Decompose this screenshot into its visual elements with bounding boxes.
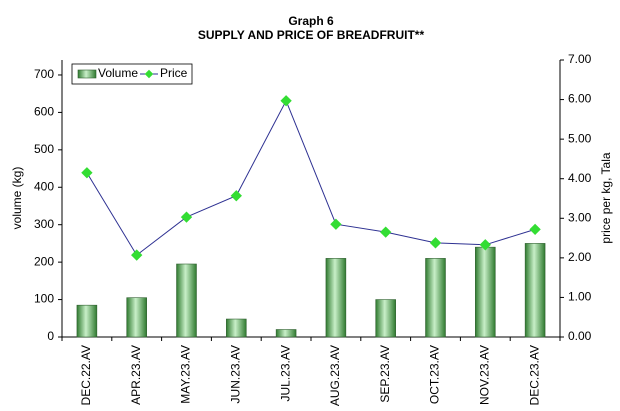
y-tick-label: 100	[34, 292, 54, 306]
bar	[275, 329, 297, 338]
y-tick-label: 200	[34, 254, 54, 268]
y2-tick-label: 6.00	[568, 92, 592, 106]
x-tick-label: NOV.23.AV	[477, 345, 491, 405]
bar	[475, 246, 496, 338]
bar	[76, 304, 98, 338]
bar	[524, 243, 546, 338]
x-tick-label: JUL.23.AV	[278, 345, 292, 401]
y2-tick-label: 7.00	[568, 52, 592, 66]
x-tick-label: AUG.23.AV	[328, 345, 342, 406]
y-tick-label: 700	[34, 67, 54, 81]
y2-tick-label: 1.00	[568, 290, 592, 304]
y-tick-label: 500	[34, 142, 54, 156]
chart-subtitle: SUPPLY AND PRICE OF BREADFRUIT**	[198, 28, 425, 42]
bar	[226, 318, 247, 338]
bar	[425, 258, 446, 338]
legend-label: Price	[160, 66, 188, 80]
price-marker	[180, 211, 193, 223]
y-tick-label: 300	[34, 217, 54, 231]
x-tick-label: DEC.23.AV	[527, 345, 541, 405]
x-tick-label: OCT.23.AV	[428, 345, 442, 404]
legend-box	[71, 63, 193, 85]
y-tick-label: 600	[34, 105, 54, 119]
price-marker	[380, 226, 392, 238]
y-tick-label: 400	[34, 179, 54, 193]
bar	[375, 299, 396, 338]
price-marker	[230, 190, 242, 202]
y2-tick-label: 0.00	[568, 329, 592, 343]
x-tick-label: SEP.23.AV	[378, 345, 392, 403]
bar	[325, 258, 347, 338]
y2-axis-label: price per kg, Tala	[599, 152, 613, 243]
x-tick-label: JUN.23.AV	[228, 345, 242, 403]
price-marker	[131, 249, 143, 261]
y2-tick-label: 3.00	[568, 210, 592, 224]
y2-tick-label: 5.00	[568, 131, 592, 145]
price-marker	[529, 223, 541, 236]
bar	[176, 263, 197, 338]
y-tick-label: 0	[47, 329, 54, 343]
y2-tick-label: 4.00	[568, 171, 592, 185]
x-tick-label: DEC.22.AV	[79, 345, 93, 405]
price-marker	[479, 239, 491, 251]
legend-label: Volume	[98, 66, 138, 80]
price-marker	[429, 237, 442, 249]
chart-title: Graph 6	[288, 14, 334, 28]
bar	[126, 297, 147, 338]
legend-swatch	[77, 69, 97, 79]
legend-marker	[144, 69, 154, 79]
y2-tick-label: 2.00	[568, 250, 592, 264]
price-marker	[81, 167, 93, 179]
price-marker	[280, 95, 292, 107]
y-axis-label: volume (kg)	[10, 167, 24, 230]
x-tick-label: APR.23.AV	[129, 345, 143, 405]
price-line	[86, 99, 536, 256]
x-tick-label: MAY.23.AV	[179, 345, 193, 404]
price-marker	[330, 218, 342, 230]
